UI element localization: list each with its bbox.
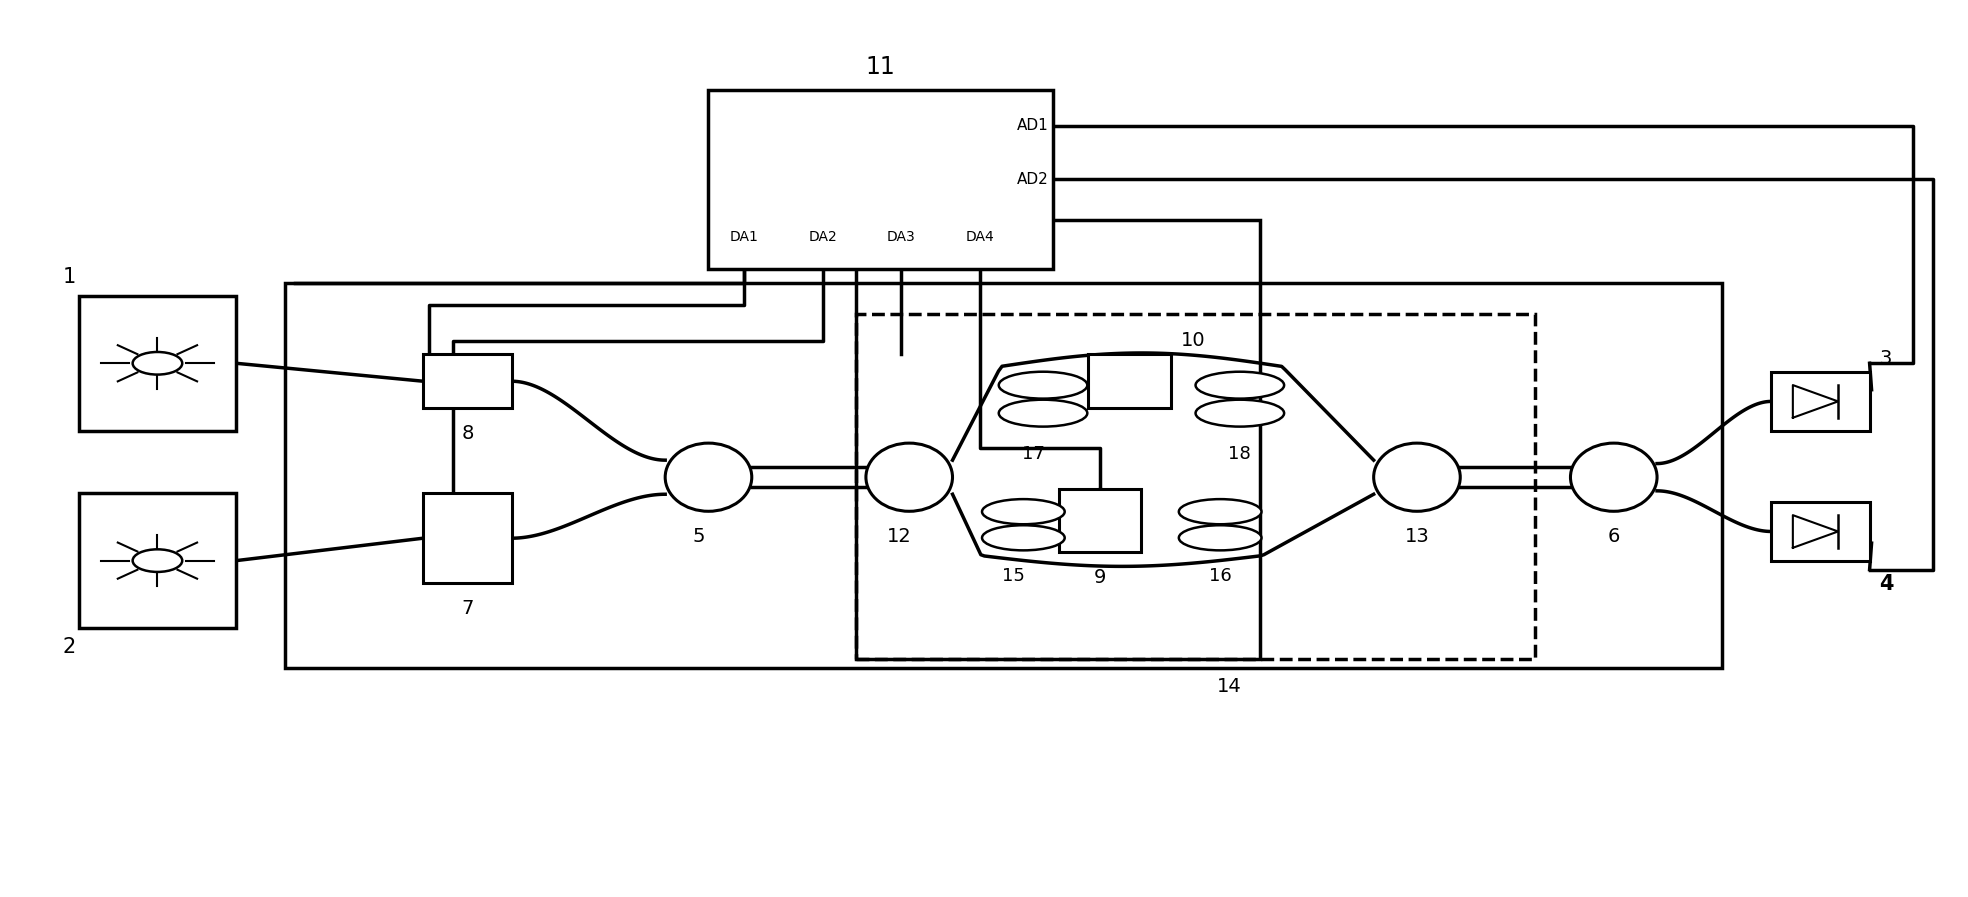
Bar: [423, 493, 512, 583]
Text: DA1: DA1: [730, 230, 758, 244]
Text: 15: 15: [1002, 568, 1025, 586]
Bar: [1088, 354, 1171, 408]
Text: 12: 12: [888, 527, 911, 546]
Ellipse shape: [982, 499, 1065, 524]
Text: 18: 18: [1228, 445, 1252, 463]
Text: 11: 11: [866, 55, 895, 79]
Ellipse shape: [1000, 400, 1086, 427]
Ellipse shape: [982, 526, 1065, 551]
Text: 14: 14: [1216, 677, 1242, 696]
Circle shape: [132, 549, 183, 572]
Bar: [856, 220, 1260, 659]
Text: 5: 5: [693, 527, 705, 546]
Ellipse shape: [1179, 499, 1261, 524]
Bar: [285, 283, 1722, 668]
Bar: [856, 314, 1535, 659]
Text: 3: 3: [1879, 349, 1891, 368]
Bar: [79, 296, 236, 431]
Ellipse shape: [1374, 443, 1460, 511]
Text: 6: 6: [1608, 527, 1620, 546]
Text: 9: 9: [1094, 568, 1106, 587]
Ellipse shape: [866, 443, 953, 511]
Bar: [1771, 372, 1870, 431]
Ellipse shape: [1000, 371, 1086, 398]
Text: DA3: DA3: [888, 230, 915, 244]
Ellipse shape: [1197, 400, 1283, 427]
Text: AD1: AD1: [1017, 118, 1049, 133]
Ellipse shape: [1197, 371, 1283, 398]
Ellipse shape: [665, 443, 752, 511]
Bar: [708, 90, 1053, 269]
Ellipse shape: [1179, 526, 1261, 551]
Text: 17: 17: [1021, 445, 1045, 463]
Text: 7: 7: [461, 599, 474, 618]
Ellipse shape: [1570, 443, 1657, 511]
Text: AD2: AD2: [1017, 172, 1049, 187]
Text: 1: 1: [63, 267, 75, 287]
Text: 10: 10: [1181, 331, 1206, 350]
Bar: [1059, 489, 1141, 552]
Text: DA4: DA4: [966, 230, 994, 244]
Bar: [79, 493, 236, 628]
Circle shape: [132, 352, 183, 375]
Bar: [423, 354, 512, 408]
Text: 16: 16: [1208, 568, 1232, 586]
Text: 4: 4: [1879, 574, 1893, 594]
Text: DA2: DA2: [809, 230, 836, 244]
Text: 8: 8: [461, 424, 474, 443]
Text: 13: 13: [1405, 527, 1429, 546]
Bar: [1771, 502, 1870, 561]
Text: 2: 2: [63, 637, 75, 657]
